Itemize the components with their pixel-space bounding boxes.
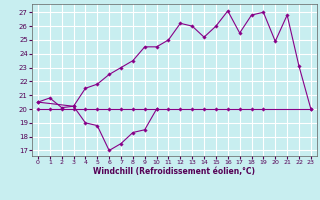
X-axis label: Windchill (Refroidissement éolien,°C): Windchill (Refroidissement éolien,°C) [93,167,255,176]
